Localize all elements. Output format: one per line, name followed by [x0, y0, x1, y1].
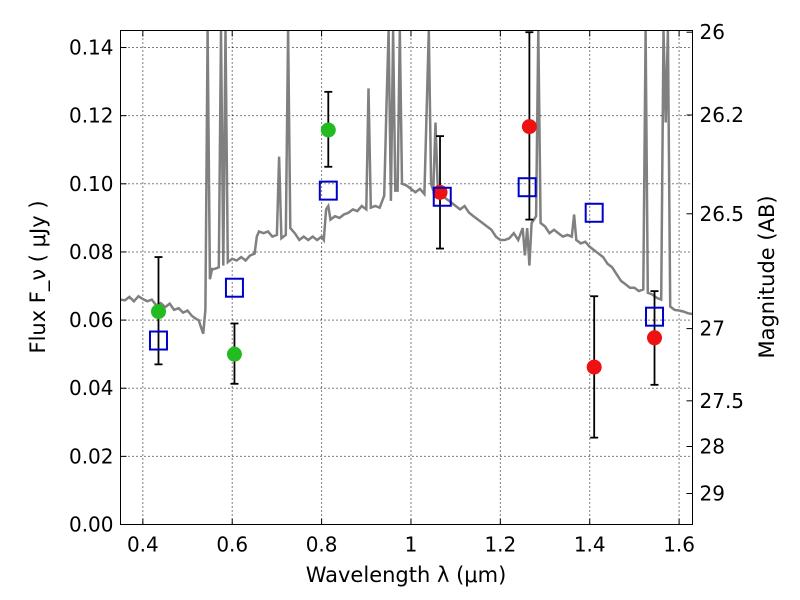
model-point — [645, 306, 665, 327]
right-tick-label: 29 — [700, 481, 725, 505]
y-tick-label: 0.08 — [69, 240, 114, 264]
data-point — [320, 122, 336, 138]
right-tick-label: 28 — [700, 434, 725, 458]
data-point — [226, 346, 242, 362]
y-tick-label: 0.14 — [69, 36, 114, 60]
y-tick-label: 0.02 — [69, 444, 114, 468]
y-tick-label: 0.10 — [69, 172, 114, 196]
model-point — [517, 177, 537, 198]
y-tick-label: 0.06 — [69, 308, 114, 332]
spectrum-curve — [120, 30, 693, 335]
data-point — [150, 304, 166, 320]
spectrum-line — [120, 30, 693, 335]
data-point — [521, 119, 537, 135]
x-tick-label: 1.2 — [484, 533, 516, 557]
model-point — [224, 277, 244, 298]
y-tick-label: 0.12 — [69, 104, 114, 128]
x-tick-label: 1.4 — [574, 533, 606, 557]
plot-frame — [120, 30, 693, 525]
data-point — [586, 359, 602, 375]
right-tick-label: 27.5 — [700, 389, 745, 413]
y-tick-label: 0.00 — [69, 513, 114, 537]
x-axis-label: Wavelength λ (μm) — [306, 563, 507, 587]
y-axis-label: Flux F_ν ( μJy ) — [26, 200, 51, 353]
model-point — [584, 202, 604, 223]
right-tick-label: 26.5 — [700, 202, 745, 226]
x-tick-label: 0.6 — [216, 533, 248, 557]
data-point — [647, 330, 663, 346]
model-point — [318, 180, 338, 201]
model-point — [148, 330, 168, 351]
x-tick-label: 1 — [405, 533, 418, 557]
right-axis-label: Magnitude (AB) — [755, 195, 779, 358]
x-tick-label: 0.4 — [127, 533, 159, 557]
model-point — [432, 186, 452, 207]
x-tick-label: 0.8 — [306, 533, 338, 557]
right-tick-label: 27 — [700, 317, 725, 341]
right-tick-label: 26 — [700, 20, 725, 44]
x-tick-label: 1.6 — [663, 533, 695, 557]
y-tick-label: 0.04 — [69, 376, 114, 400]
data-points — [148, 31, 665, 439]
right-tick-label: 26.2 — [700, 103, 745, 127]
axes-ticks: 0.4 0.6 0.8 1 1.2 1.4 1.6 0.00 0.02 0.04 0.06 0.08 0… — [69, 20, 744, 556]
